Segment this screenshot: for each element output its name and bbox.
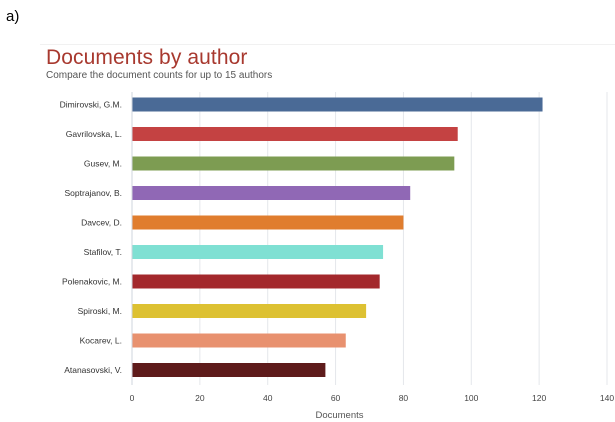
bar[interactable]: [132, 186, 411, 200]
category-label: Soptrajanov, B.: [65, 188, 123, 198]
x-tick-label: 140: [600, 393, 614, 403]
category-label: Kocarev, L.: [80, 336, 122, 346]
bar[interactable]: [132, 333, 346, 348]
bar[interactable]: [132, 245, 384, 259]
category-label: Dimirovski, G.M.: [60, 100, 122, 110]
category-labels: Dimirovski, G.M. Gavrilovska, L. Gusev, M.…: [60, 100, 122, 376]
bar[interactable]: [132, 97, 543, 112]
bar[interactable]: [132, 304, 367, 318]
category-label: Gusev, M.: [84, 159, 122, 169]
bar[interactable]: [132, 215, 404, 230]
category-label: Gavrilovska, L.: [66, 129, 122, 139]
bar[interactable]: [132, 156, 455, 171]
category-label: Stafilov, T.: [84, 247, 122, 257]
category-label: Spiroski, M.: [78, 306, 122, 316]
x-tick-labels: 0 20 40 60 80 100 120 140: [130, 393, 615, 403]
category-label: Atanasovski, V.: [64, 365, 122, 375]
category-label: Davcev, D.: [81, 218, 122, 228]
x-tick-label: 0: [130, 393, 135, 403]
chart-frame: [40, 44, 615, 422]
chart-subtitle: Compare the document counts for up to 15…: [46, 70, 273, 81]
x-tick-label: 100: [464, 393, 478, 403]
x-tick-label: 120: [532, 393, 546, 403]
bar[interactable]: [132, 363, 326, 377]
bars: [132, 97, 543, 377]
x-tick-label: 40: [263, 393, 273, 403]
x-tick-label: 80: [399, 393, 409, 403]
panel-label: a): [6, 8, 20, 25]
category-label: Polenakovic, M.: [62, 277, 122, 287]
chart-title: Documents by author: [46, 46, 248, 69]
bar[interactable]: [132, 274, 380, 289]
bar[interactable]: [132, 127, 458, 141]
x-tick-label: 60: [331, 393, 341, 403]
x-tick-label: 20: [195, 393, 205, 403]
x-axis-label: Documents: [315, 410, 363, 421]
